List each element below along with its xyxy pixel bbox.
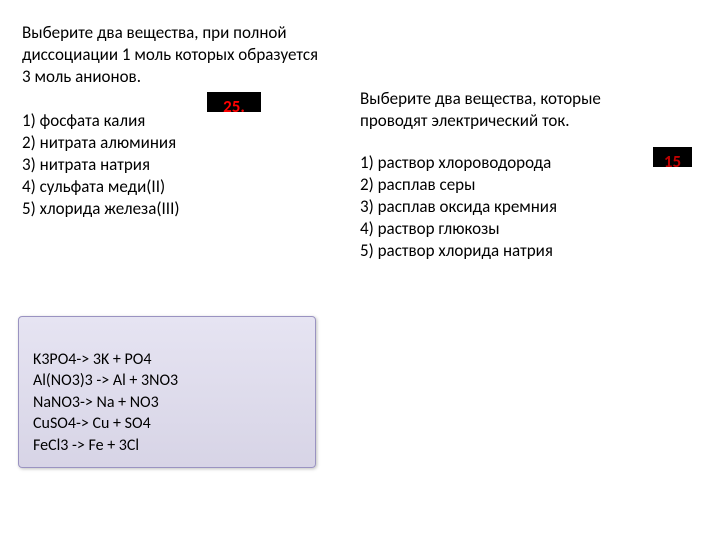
slide: Выберите два вещества, при полной диссоц… (0, 0, 720, 540)
right-question-options: 1) раствор хлороводорода 2) расплав серы… (360, 152, 660, 262)
answer-badge-left-text: 25. (223, 96, 245, 117)
equations-text: K3PO4-> 3K + PO4 Al(NO3)3 -> Al + 3NO3 N… (33, 350, 178, 455)
left-question-prompt: Выберите два вещества, при полной диссоц… (22, 22, 362, 88)
right-question-prompt: Выберите два вещества, которые проводят … (360, 88, 670, 132)
answer-badge-right-text: 15 (664, 151, 681, 172)
equations-box: K3PO4-> 3K + PO4 Al(NO3)3 -> Al + 3NO3 N… (18, 316, 316, 468)
left-question-options: 1) фосфата калия 2) нитрата алюминия 3) … (22, 110, 322, 220)
answer-badge-left: 25. (207, 92, 261, 112)
answer-badge-right: 15 (653, 147, 692, 167)
